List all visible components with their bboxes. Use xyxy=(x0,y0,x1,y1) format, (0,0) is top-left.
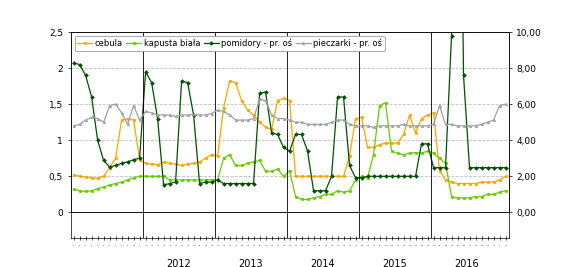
cebula xyxy=(436,169,443,172)
cebula xyxy=(226,80,233,83)
pomidory - pr. oś xyxy=(436,166,443,169)
pieczarki - pr. oś xyxy=(214,108,221,112)
cebula xyxy=(292,175,299,178)
pieczarki - pr. oś xyxy=(454,124,461,127)
kapusta biała xyxy=(286,169,293,172)
kapusta biała xyxy=(454,196,461,199)
kapusta biała xyxy=(502,189,509,192)
kapusta biała xyxy=(382,101,389,104)
pieczarki - pr. oś xyxy=(70,124,77,127)
kapusta biała xyxy=(442,162,449,165)
pomidory - pr. oś xyxy=(310,189,317,192)
Line: kapusta biała: kapusta biała xyxy=(72,101,507,201)
kapusta biała xyxy=(70,188,77,191)
pieczarki - pr. oś xyxy=(370,126,377,129)
Line: pomidory - pr. oś: pomidory - pr. oś xyxy=(72,0,507,192)
pomidory - pr. oś xyxy=(502,166,509,169)
cebula xyxy=(214,155,221,158)
pomidory - pr. oś xyxy=(70,61,77,65)
pieczarki - pr. oś xyxy=(166,113,173,117)
pomidory - pr. oś xyxy=(448,34,455,37)
Legend: cebula, kapusta biała, pomidory - pr. oś, pieczarki - pr. oś: cebula, kapusta biała, pomidory - pr. oś… xyxy=(75,36,385,51)
Text: 2016: 2016 xyxy=(454,259,479,267)
cebula xyxy=(166,162,173,165)
cebula xyxy=(70,173,77,176)
pieczarki - pr. oś xyxy=(502,103,509,106)
cebula xyxy=(448,180,455,184)
pomidory - pr. oś xyxy=(472,166,479,169)
kapusta biała xyxy=(166,178,173,182)
Text: 2012: 2012 xyxy=(166,259,191,267)
Line: cebula: cebula xyxy=(72,80,507,185)
kapusta biała xyxy=(472,195,479,198)
kapusta biała xyxy=(298,198,305,201)
pieczarki - pr. oś xyxy=(292,121,299,124)
pieczarki - pr. oś xyxy=(472,124,479,127)
kapusta biała xyxy=(214,178,221,182)
Text: 2015: 2015 xyxy=(382,259,407,267)
cebula xyxy=(502,175,509,178)
Text: 2014: 2014 xyxy=(310,259,335,267)
cebula xyxy=(454,182,461,185)
pomidory - pr. oś xyxy=(214,178,221,182)
pieczarki - pr. oś xyxy=(442,123,449,126)
pieczarki - pr. oś xyxy=(256,97,263,101)
pomidory - pr. oś xyxy=(166,182,173,185)
pomidory - pr. oś xyxy=(286,150,293,153)
cebula xyxy=(472,182,479,185)
Text: 2013: 2013 xyxy=(238,259,263,267)
Line: pieczarki - pr. oś: pieczarki - pr. oś xyxy=(72,98,507,129)
